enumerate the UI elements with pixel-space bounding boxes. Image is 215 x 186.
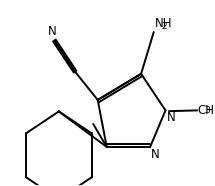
Text: 3: 3 (204, 106, 210, 116)
Text: N: N (166, 111, 175, 124)
Text: NH: NH (155, 17, 172, 30)
Text: N: N (48, 25, 57, 39)
Text: CH: CH (198, 103, 215, 116)
Text: 2: 2 (161, 22, 167, 31)
Text: N: N (151, 148, 160, 161)
